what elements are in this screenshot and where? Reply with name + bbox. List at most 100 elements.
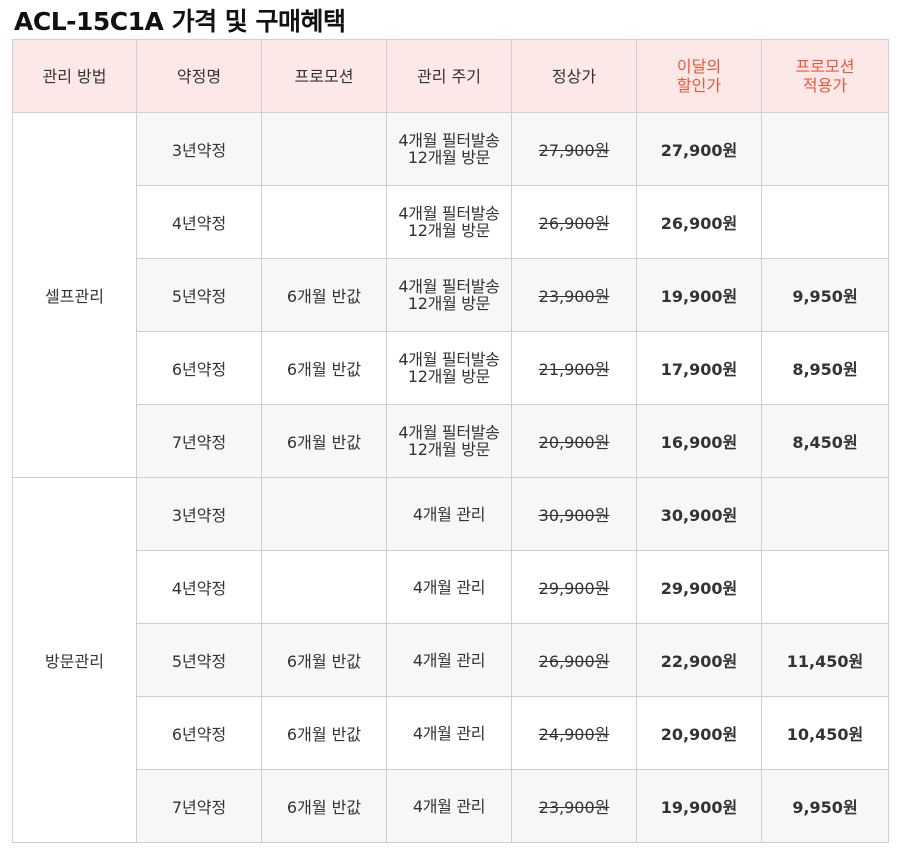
price-table: 관리 방법 약정명 프로모션 관리 주기 정상가 이달의 할인가 프로모션 적용… bbox=[12, 39, 889, 843]
promo-price-cell: 10,450원 bbox=[761, 696, 889, 770]
table-row: 7년약정 6개월 반값 4개월 관리 23,900원 19,900원 9,950원 bbox=[13, 769, 889, 843]
promo-price-cell: 9,950원 bbox=[761, 258, 889, 332]
header-discount-line1: 이달의 bbox=[676, 57, 722, 76]
header-regular-price: 정상가 bbox=[511, 39, 637, 113]
discount-price-cell: 16,900원 bbox=[636, 404, 762, 478]
cycle-line1: 4개월 필터발송 bbox=[398, 350, 500, 369]
cycle-line1: 4개월 필터발송 bbox=[398, 204, 500, 223]
discount-price-cell: 19,900원 bbox=[636, 258, 762, 332]
cycle-cell: 4개월 필터발송 12개월 방문 bbox=[386, 112, 512, 186]
regular-price-cell: 21,900원 bbox=[511, 331, 637, 405]
discount-price-cell: 19,900원 bbox=[636, 769, 762, 843]
table-body: 셀프관리 3년약정 4개월 필터발송 12개월 방문 27,900원 27,900원 4년약… bbox=[12, 112, 889, 843]
cycle-line2: 12개월 방문 bbox=[407, 367, 491, 386]
contract-cell: 7년약정 bbox=[136, 404, 262, 478]
contract-cell: 7년약정 bbox=[136, 769, 262, 843]
promo-price-cell: 8,450원 bbox=[761, 404, 889, 478]
discount-price-cell: 20,900원 bbox=[636, 696, 762, 770]
contract-cell: 5년약정 bbox=[136, 258, 262, 332]
promotion-cell: 6개월 반값 bbox=[261, 696, 387, 770]
discount-price-cell: 30,900원 bbox=[636, 477, 762, 551]
regular-price-cell: 23,900원 bbox=[511, 769, 637, 843]
cycle-line1: 4개월 필터발송 bbox=[398, 277, 500, 296]
header-cycle: 관리 주기 bbox=[386, 39, 512, 113]
cycle-cell: 4개월 필터발송 12개월 방문 bbox=[386, 404, 512, 478]
cycle-cell: 4개월 관리 bbox=[386, 623, 512, 697]
table-row: 5년약정 6개월 반값 4개월 필터발송 12개월 방문 23,900원 19,900원 9… bbox=[13, 258, 889, 332]
promotion-cell bbox=[261, 477, 387, 551]
cycle-cell: 4개월 관리 bbox=[386, 769, 512, 843]
header-contract: 약정명 bbox=[136, 39, 262, 113]
cycle-cell: 4개월 필터발송 12개월 방문 bbox=[386, 258, 512, 332]
promotion-cell bbox=[261, 185, 387, 259]
discount-price-cell: 27,900원 bbox=[636, 112, 762, 186]
promo-price-cell: 9,950원 bbox=[761, 769, 889, 843]
contract-cell: 4년약정 bbox=[136, 550, 262, 624]
cycle-cell: 4개월 관리 bbox=[386, 550, 512, 624]
regular-price-cell: 20,900원 bbox=[511, 404, 637, 478]
promo-price-cell bbox=[761, 112, 889, 186]
promo-price-cell bbox=[761, 185, 889, 259]
header-method: 관리 방법 bbox=[12, 39, 137, 113]
table-row: 6년약정 6개월 반값 4개월 관리 24,900원 20,900원 10,450원 bbox=[13, 696, 889, 770]
cycle-line2: 12개월 방문 bbox=[407, 440, 491, 459]
regular-price-cell: 29,900원 bbox=[511, 550, 637, 624]
contract-cell: 5년약정 bbox=[136, 623, 262, 697]
table-row: 5년약정 6개월 반값 4개월 관리 26,900원 22,900원 11,450원 bbox=[13, 623, 889, 697]
contract-cell: 6년약정 bbox=[136, 696, 262, 770]
header-discount-line2: 할인가 bbox=[676, 76, 722, 95]
cycle-line1: 4개월 필터발송 bbox=[398, 423, 500, 442]
page-title: ACL-15C1A 가격 및 구매혜택 bbox=[14, 7, 346, 36]
discount-price-cell: 26,900원 bbox=[636, 185, 762, 259]
cycle-line2: 12개월 방문 bbox=[407, 221, 491, 240]
cycle-cell: 4개월 관리 bbox=[386, 696, 512, 770]
regular-price-cell: 24,900원 bbox=[511, 696, 637, 770]
header-promotion: 프로모션 bbox=[261, 39, 387, 113]
promotion-cell: 6개월 반값 bbox=[261, 769, 387, 843]
promo-price-cell bbox=[761, 477, 889, 551]
contract-cell: 6년약정 bbox=[136, 331, 262, 405]
regular-price-cell: 30,900원 bbox=[511, 477, 637, 551]
table-row: 4년약정 4개월 필터발송 12개월 방문 26,900원 26,900원 bbox=[13, 185, 889, 259]
discount-price-cell: 29,900원 bbox=[636, 550, 762, 624]
method-cell: 방문관리 bbox=[12, 477, 137, 843]
table-row: 셀프관리 3년약정 4개월 필터발송 12개월 방문 27,900원 27,900원 bbox=[12, 112, 889, 478]
cycle-line1: 4개월 관리 bbox=[412, 577, 486, 597]
cycle-line1: 4개월 관리 bbox=[412, 796, 486, 816]
promo-price-cell bbox=[761, 550, 889, 624]
contract-cell: 3년약정 bbox=[136, 477, 262, 551]
promotion-cell: 6개월 반값 bbox=[261, 258, 387, 332]
contract-cell: 4년약정 bbox=[136, 185, 262, 259]
promo-price-cell: 8,950원 bbox=[761, 331, 889, 405]
cycle-line2: 12개월 방문 bbox=[407, 294, 491, 313]
discount-price-cell: 22,900원 bbox=[636, 623, 762, 697]
cycle-line2: 12개월 방문 bbox=[407, 148, 491, 167]
cycle-cell: 4개월 필터발송 12개월 방문 bbox=[386, 185, 512, 259]
cycle-line1: 4개월 관리 bbox=[412, 504, 486, 524]
table-row: 방문관리 3년약정 4개월 관리 30,900원 30,900원 bbox=[12, 477, 889, 843]
cycle-line1: 4개월 관리 bbox=[412, 723, 486, 743]
cycle-cell: 4개월 관리 bbox=[386, 477, 512, 551]
regular-price-cell: 27,900원 bbox=[511, 112, 637, 186]
promotion-cell bbox=[261, 550, 387, 624]
promotion-cell: 6개월 반값 bbox=[261, 623, 387, 697]
table-row: 7년약정 6개월 반값 4개월 필터발송 12개월 방문 20,900원 16,900원 8… bbox=[13, 404, 889, 478]
regular-price-cell: 26,900원 bbox=[511, 623, 637, 697]
header-promo-line1: 프로모션 bbox=[795, 57, 855, 76]
cycle-line1: 4개월 관리 bbox=[412, 650, 486, 670]
promotion-cell: 6개월 반값 bbox=[261, 331, 387, 405]
table-row: 4년약정 4개월 관리 29,900원 29,900원 bbox=[13, 550, 889, 624]
header-promo-line2: 적용가 bbox=[802, 76, 848, 95]
discount-price-cell: 17,900원 bbox=[636, 331, 762, 405]
promotion-cell bbox=[261, 112, 387, 186]
table-row: 6년약정 6개월 반값 4개월 필터발송 12개월 방문 21,900원 17,900원 8… bbox=[13, 331, 889, 405]
header-promo-price: 프로모션 적용가 bbox=[761, 39, 889, 113]
table-header-row: 관리 방법 약정명 프로모션 관리 주기 정상가 이달의 할인가 프로모션 적용… bbox=[12, 39, 889, 113]
cycle-line1: 4개월 필터발송 bbox=[398, 131, 500, 150]
promo-price-cell: 11,450원 bbox=[761, 623, 889, 697]
header-discount-price: 이달의 할인가 bbox=[636, 39, 762, 113]
regular-price-cell: 23,900원 bbox=[511, 258, 637, 332]
contract-cell: 3년약정 bbox=[136, 112, 262, 186]
promotion-cell: 6개월 반값 bbox=[261, 404, 387, 478]
cycle-cell: 4개월 필터발송 12개월 방문 bbox=[386, 331, 512, 405]
